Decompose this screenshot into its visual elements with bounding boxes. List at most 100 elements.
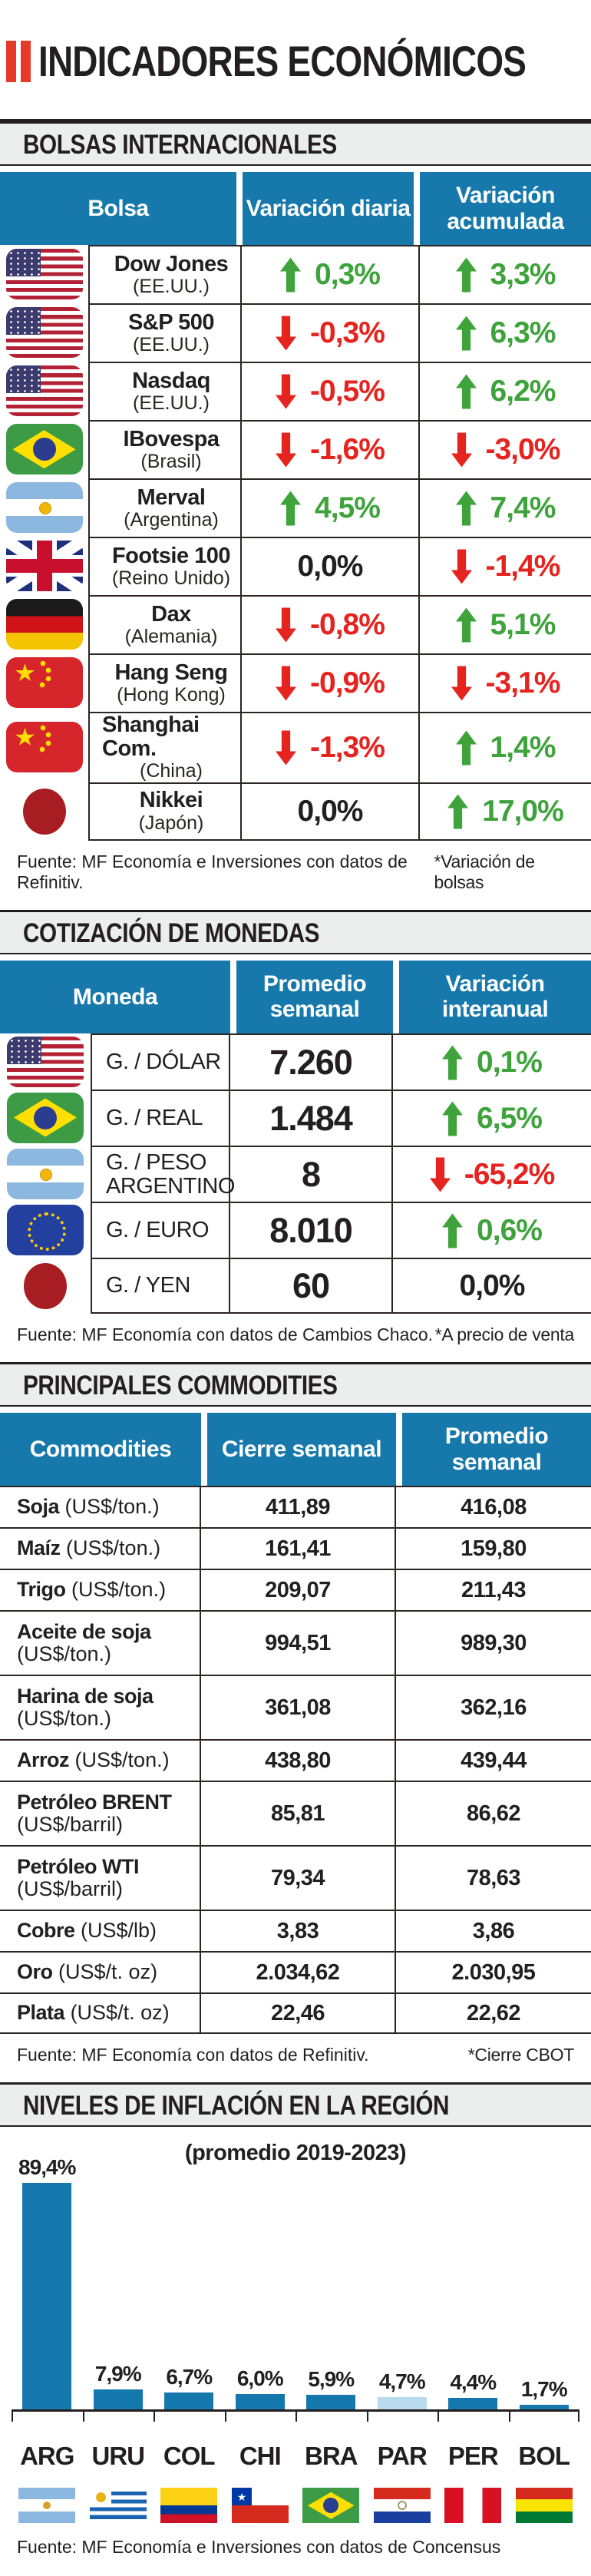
down-arrow-icon <box>451 549 472 584</box>
commodity-unit: (US$/ton.) <box>74 1748 170 1772</box>
weekly-average-value: 416,08 <box>461 1494 527 1519</box>
uk-flag-icon <box>0 537 88 595</box>
table-row: Dax (Alemania) -0,8% 5,1% <box>0 595 591 654</box>
yearly-variation-value: 0,0% <box>459 1268 526 1302</box>
down-arrow-icon <box>276 432 297 468</box>
source-text: Fuente: MF Economía con datos de Cambios… <box>17 1324 434 1345</box>
up-arrow-icon <box>442 1045 464 1080</box>
commodities-source-row: Fuente: MF Economía con datos de Refinit… <box>0 2034 591 2065</box>
commodities-table-header: Commodities Cierre semanal Promedio sema… <box>0 1413 591 1486</box>
table-row: Arroz (US$/ton.) 438,80 439,44 <box>0 1739 591 1781</box>
per-flag-icon <box>444 2488 502 2524</box>
exchange-name: Nasdaq <box>132 368 210 393</box>
exchange-name: Shanghai Com. <box>102 713 200 761</box>
source-text: Fuente: MF Economía e Inversiones con da… <box>17 851 408 892</box>
country-label: PER <box>447 2442 499 2471</box>
table-row: G. / YEN 60 0,0% <box>0 1258 591 1314</box>
table-row: Petróleo BRENT (US$/barril) 85,81 86,62 <box>0 1781 591 1846</box>
bol-flag-icon <box>515 2488 573 2524</box>
commodity-name: Soja <box>17 1495 60 1519</box>
commodity-name: Plata <box>17 2001 65 2025</box>
table-row: Aceite de soja (US$/ton.) 994,51 989,30 <box>0 1610 591 1675</box>
section-title-bolsas: BOLSAS INTERNACIONALES <box>23 130 337 160</box>
up-arrow-icon <box>447 794 469 829</box>
section-band-commodities: PRINCIPALES COMMODITIES <box>0 1362 591 1407</box>
table-row: Footsie 100 (Reino Unido) 0,0% -1,4% <box>0 537 591 596</box>
inflation-bar <box>306 2395 356 2410</box>
currency-pair-name: G. / PESO ARGENTINO <box>106 1150 235 1199</box>
bar-value-label: 4,7% <box>378 2369 426 2394</box>
exchange-country: (Alemania) <box>124 626 218 648</box>
inflation-bar <box>164 2392 214 2410</box>
exchange-name: Dow Jones <box>114 251 229 276</box>
up-arrow-icon <box>455 257 477 293</box>
daily-variation-value: -0,5% <box>310 375 385 408</box>
inflation-bar-chart: (promedio 2019-2023) 89,4% 7,9% 6,7% 6,0% 5,… <box>0 2127 591 2524</box>
chart-category-labels: ARG URU COL CHI BRA PAR PER BOL <box>12 2442 579 2471</box>
down-arrow-icon <box>276 666 297 701</box>
daily-variation-value: -1,3% <box>310 731 385 765</box>
table-row: Dow Jones (EE.UU.) 0,3% 3,3% <box>0 245 591 304</box>
section-title-inflacion: NIVELES DE INFLACIÓN EN LA REGIÓN <box>23 2091 450 2121</box>
weekly-average-value: 60 <box>292 1265 330 1305</box>
down-arrow-icon <box>276 607 297 643</box>
china-flag-icon <box>0 712 88 782</box>
column-header-promedio-semanal: Promedio semanal <box>402 1413 591 1486</box>
us-flag-icon <box>0 303 88 362</box>
accumulated-variation-value: 1,4% <box>490 731 556 765</box>
weekly-average-value: 362,16 <box>461 1695 527 1720</box>
accumulated-variation-value: -1,4% <box>485 550 561 584</box>
axis-tick <box>366 2412 438 2422</box>
commodity-name: Petróleo BRENT <box>17 1790 172 1814</box>
axis-tick <box>296 2412 367 2422</box>
accumulated-variation-value: 5,1% <box>490 608 556 642</box>
table-row: Trigo (US$/ton.) 209,07 211,43 <box>0 1569 591 1611</box>
chart-country-flags <box>12 2488 579 2524</box>
commodity-unit: (US$/ton.) <box>17 1707 112 1731</box>
commodity-name: Arroz <box>17 1748 70 1772</box>
exchange-name: Nikkei <box>139 788 203 813</box>
commodity-unit: (US$/ton.) <box>71 1578 167 1602</box>
exchange-country: (EE.UU.) <box>133 334 210 356</box>
accumulated-variation-value: -3,1% <box>485 666 561 700</box>
accumulated-variation-value: 7,4% <box>490 491 556 525</box>
exchange-country: (EE.UU.) <box>133 392 210 415</box>
table-row: Nikkei (Japón) 0,0% 17,0% <box>0 782 591 841</box>
column-header-commodities: Commodities <box>0 1413 201 1486</box>
argentina-flag-icon <box>0 478 88 537</box>
yearly-variation-value: 0,6% <box>477 1213 543 1247</box>
weekly-average-value: 159,80 <box>461 1536 527 1561</box>
currency-pair-name: G. / EURO <box>106 1218 210 1243</box>
commodity-unit: (US$/t. oz) <box>70 2001 170 2025</box>
commodity-unit: (US$/ton.) <box>66 1536 161 1560</box>
bar-value-label: 1,7% <box>520 2377 568 2402</box>
table-row: G. / PESO ARGENTINO 8 -65,2% <box>0 1146 591 1202</box>
bar-value-label: 4,4% <box>450 2370 497 2395</box>
brazil-flag-icon <box>0 420 88 478</box>
daily-variation-value: -1,6% <box>310 433 385 467</box>
table-row: G. / EURO 8.010 0,6% <box>0 1202 591 1258</box>
source-text: Fuente: MF Economía e Inversiones con da… <box>17 2537 501 2558</box>
commodity-unit: (US$/t. oz) <box>58 1960 158 1984</box>
up-arrow-icon <box>280 491 302 526</box>
country-label: URU <box>91 2442 145 2471</box>
down-arrow-icon <box>451 432 472 468</box>
chi-flag-icon <box>231 2488 289 2524</box>
column-header-variacion-diaria: Variación diaria <box>243 172 414 246</box>
weekly-close-value: 22,46 <box>270 2000 325 2025</box>
currency-pair-name: G. / DÓLAR <box>106 1050 221 1075</box>
commodity-unit: (US$/ton.) <box>64 1495 160 1519</box>
country-label: CHI <box>239 2442 282 2471</box>
commodity-name: Aceite de soja <box>17 1619 151 1643</box>
column-header-variacion-acumulada: Variación acumulada <box>420 172 591 246</box>
arg-flag-icon <box>18 2488 76 2524</box>
section-title-commodities: PRINCIPALES COMMODITIES <box>23 1371 338 1401</box>
bar-value-label: 6,0% <box>236 2366 284 2391</box>
bra-flag-icon <box>302 2488 360 2524</box>
weekly-close-value: 209,07 <box>265 1577 331 1602</box>
commodity-name: Harina de soja <box>17 1684 154 1708</box>
table-row: Plata (US$/t. oz) 22,46 22,62 <box>0 1992 591 2035</box>
section-band-inflacion: NIVELES DE INFLACIÓN EN LA REGIÓN <box>0 2082 591 2128</box>
down-arrow-icon <box>276 316 297 351</box>
column-header-moneda: Moneda <box>0 960 230 1034</box>
